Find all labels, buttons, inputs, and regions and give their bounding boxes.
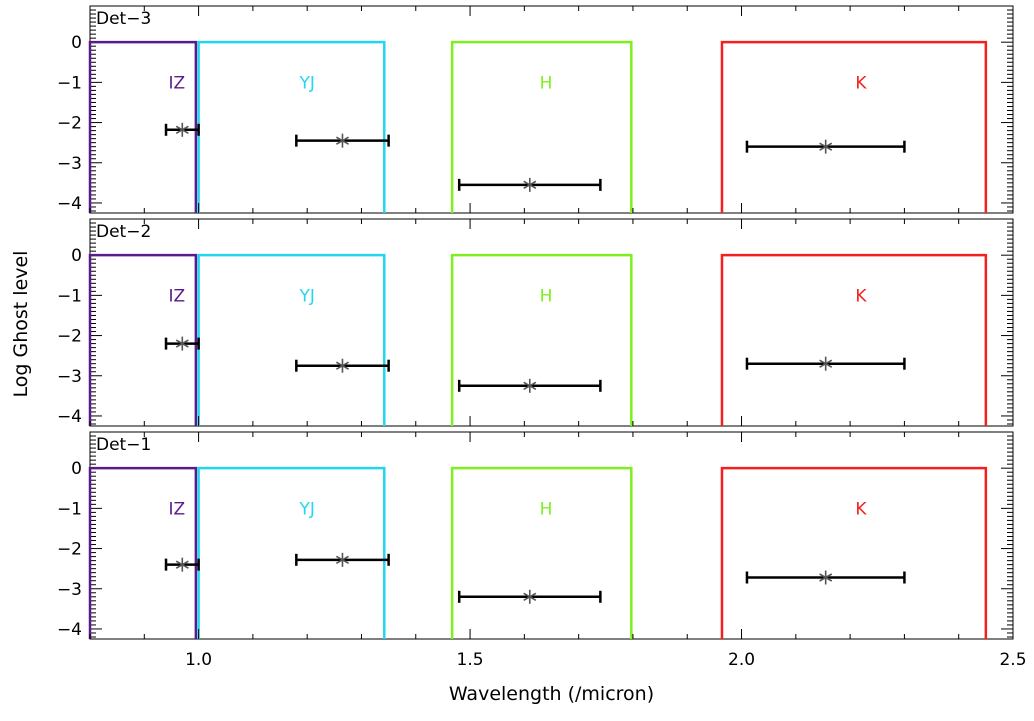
point-marker-stroke (523, 180, 537, 190)
band-label: H (540, 286, 553, 306)
y-tick-label: 0 (71, 33, 82, 53)
band-outline-iz (88, 40, 198, 213)
data-point-k (819, 356, 833, 371)
data-point-k (819, 139, 833, 154)
x-tick-label: 2.5 (999, 650, 1026, 670)
band-outline-iz (88, 253, 198, 426)
panel-frame (89, 5, 1014, 214)
band-outline-k (720, 466, 988, 639)
band-label: YJ (298, 73, 314, 93)
point-marker-stroke (819, 359, 833, 368)
panel-title: Det−3 (96, 9, 151, 29)
point-marker-stroke (175, 339, 189, 348)
y-tick-label: 0 (71, 459, 82, 479)
data-point-h (523, 378, 537, 393)
point-marker-stroke (335, 555, 349, 565)
band-label: K (855, 499, 867, 519)
band-label: IZ (169, 499, 186, 519)
y-tick-label: 0 (71, 246, 82, 266)
band-outline-h (450, 466, 633, 639)
data-point-iz (175, 122, 189, 137)
x-tick-label: 1.5 (457, 650, 484, 670)
band-label: YJ (298, 499, 314, 519)
band-outline-yj (197, 40, 386, 213)
y-tick-label: −3 (57, 580, 82, 600)
panel-frame (89, 218, 1014, 427)
band-outline-iz (88, 466, 198, 639)
point-marker-stroke (175, 125, 189, 134)
panel-title: Det−2 (96, 222, 151, 242)
data-point-iz (175, 557, 189, 572)
y-tick-label: −2 (57, 114, 82, 134)
y-tick-label: −1 (57, 499, 82, 519)
band-label: IZ (169, 286, 186, 306)
data-point-yj (335, 133, 349, 148)
point-marker-stroke (523, 592, 537, 601)
y-axis-label: Log Ghost level (10, 251, 32, 398)
point-marker-stroke (335, 136, 349, 145)
data-point-yj (335, 358, 349, 373)
x-tick-label: 2.0 (728, 650, 755, 670)
x-tick-label: 1.0 (185, 650, 212, 670)
band-label: H (540, 499, 553, 519)
band-label: YJ (298, 286, 314, 306)
y-tick-label: −2 (57, 327, 82, 347)
y-tick-label: −3 (57, 154, 82, 174)
y-tick-label: −1 (57, 286, 82, 306)
band-outline-k (720, 40, 988, 213)
band-label: IZ (169, 73, 186, 93)
y-tick-label: −2 (57, 540, 82, 560)
band-outline-k (720, 253, 988, 426)
point-marker-stroke (819, 142, 833, 151)
y-tick-label: −4 (57, 194, 82, 214)
y-tick-label: −3 (57, 367, 82, 387)
point-marker-stroke (523, 381, 537, 390)
point-marker-stroke (175, 560, 189, 569)
band-outline-h (450, 253, 633, 426)
panel-title: Det−1 (96, 435, 151, 455)
point-marker-stroke (335, 361, 349, 370)
data-point-iz (175, 336, 189, 351)
data-point-h (523, 177, 537, 192)
data-point-yj (335, 552, 349, 567)
band-outline-yj (197, 253, 386, 426)
x-axis-label: Wavelength (/micron) (449, 683, 654, 705)
data-point-h (523, 589, 537, 604)
band-outline-h (450, 40, 633, 213)
band-outline-yj (197, 466, 386, 639)
band-label: K (855, 286, 867, 306)
band-label: H (540, 73, 553, 93)
y-tick-label: −4 (57, 407, 82, 427)
data-point-k (819, 570, 833, 585)
y-tick-label: −4 (57, 620, 82, 640)
point-marker-stroke (819, 573, 833, 582)
y-tick-label: −1 (57, 73, 82, 93)
band-label: K (855, 73, 867, 93)
panel-frame (89, 431, 1014, 640)
